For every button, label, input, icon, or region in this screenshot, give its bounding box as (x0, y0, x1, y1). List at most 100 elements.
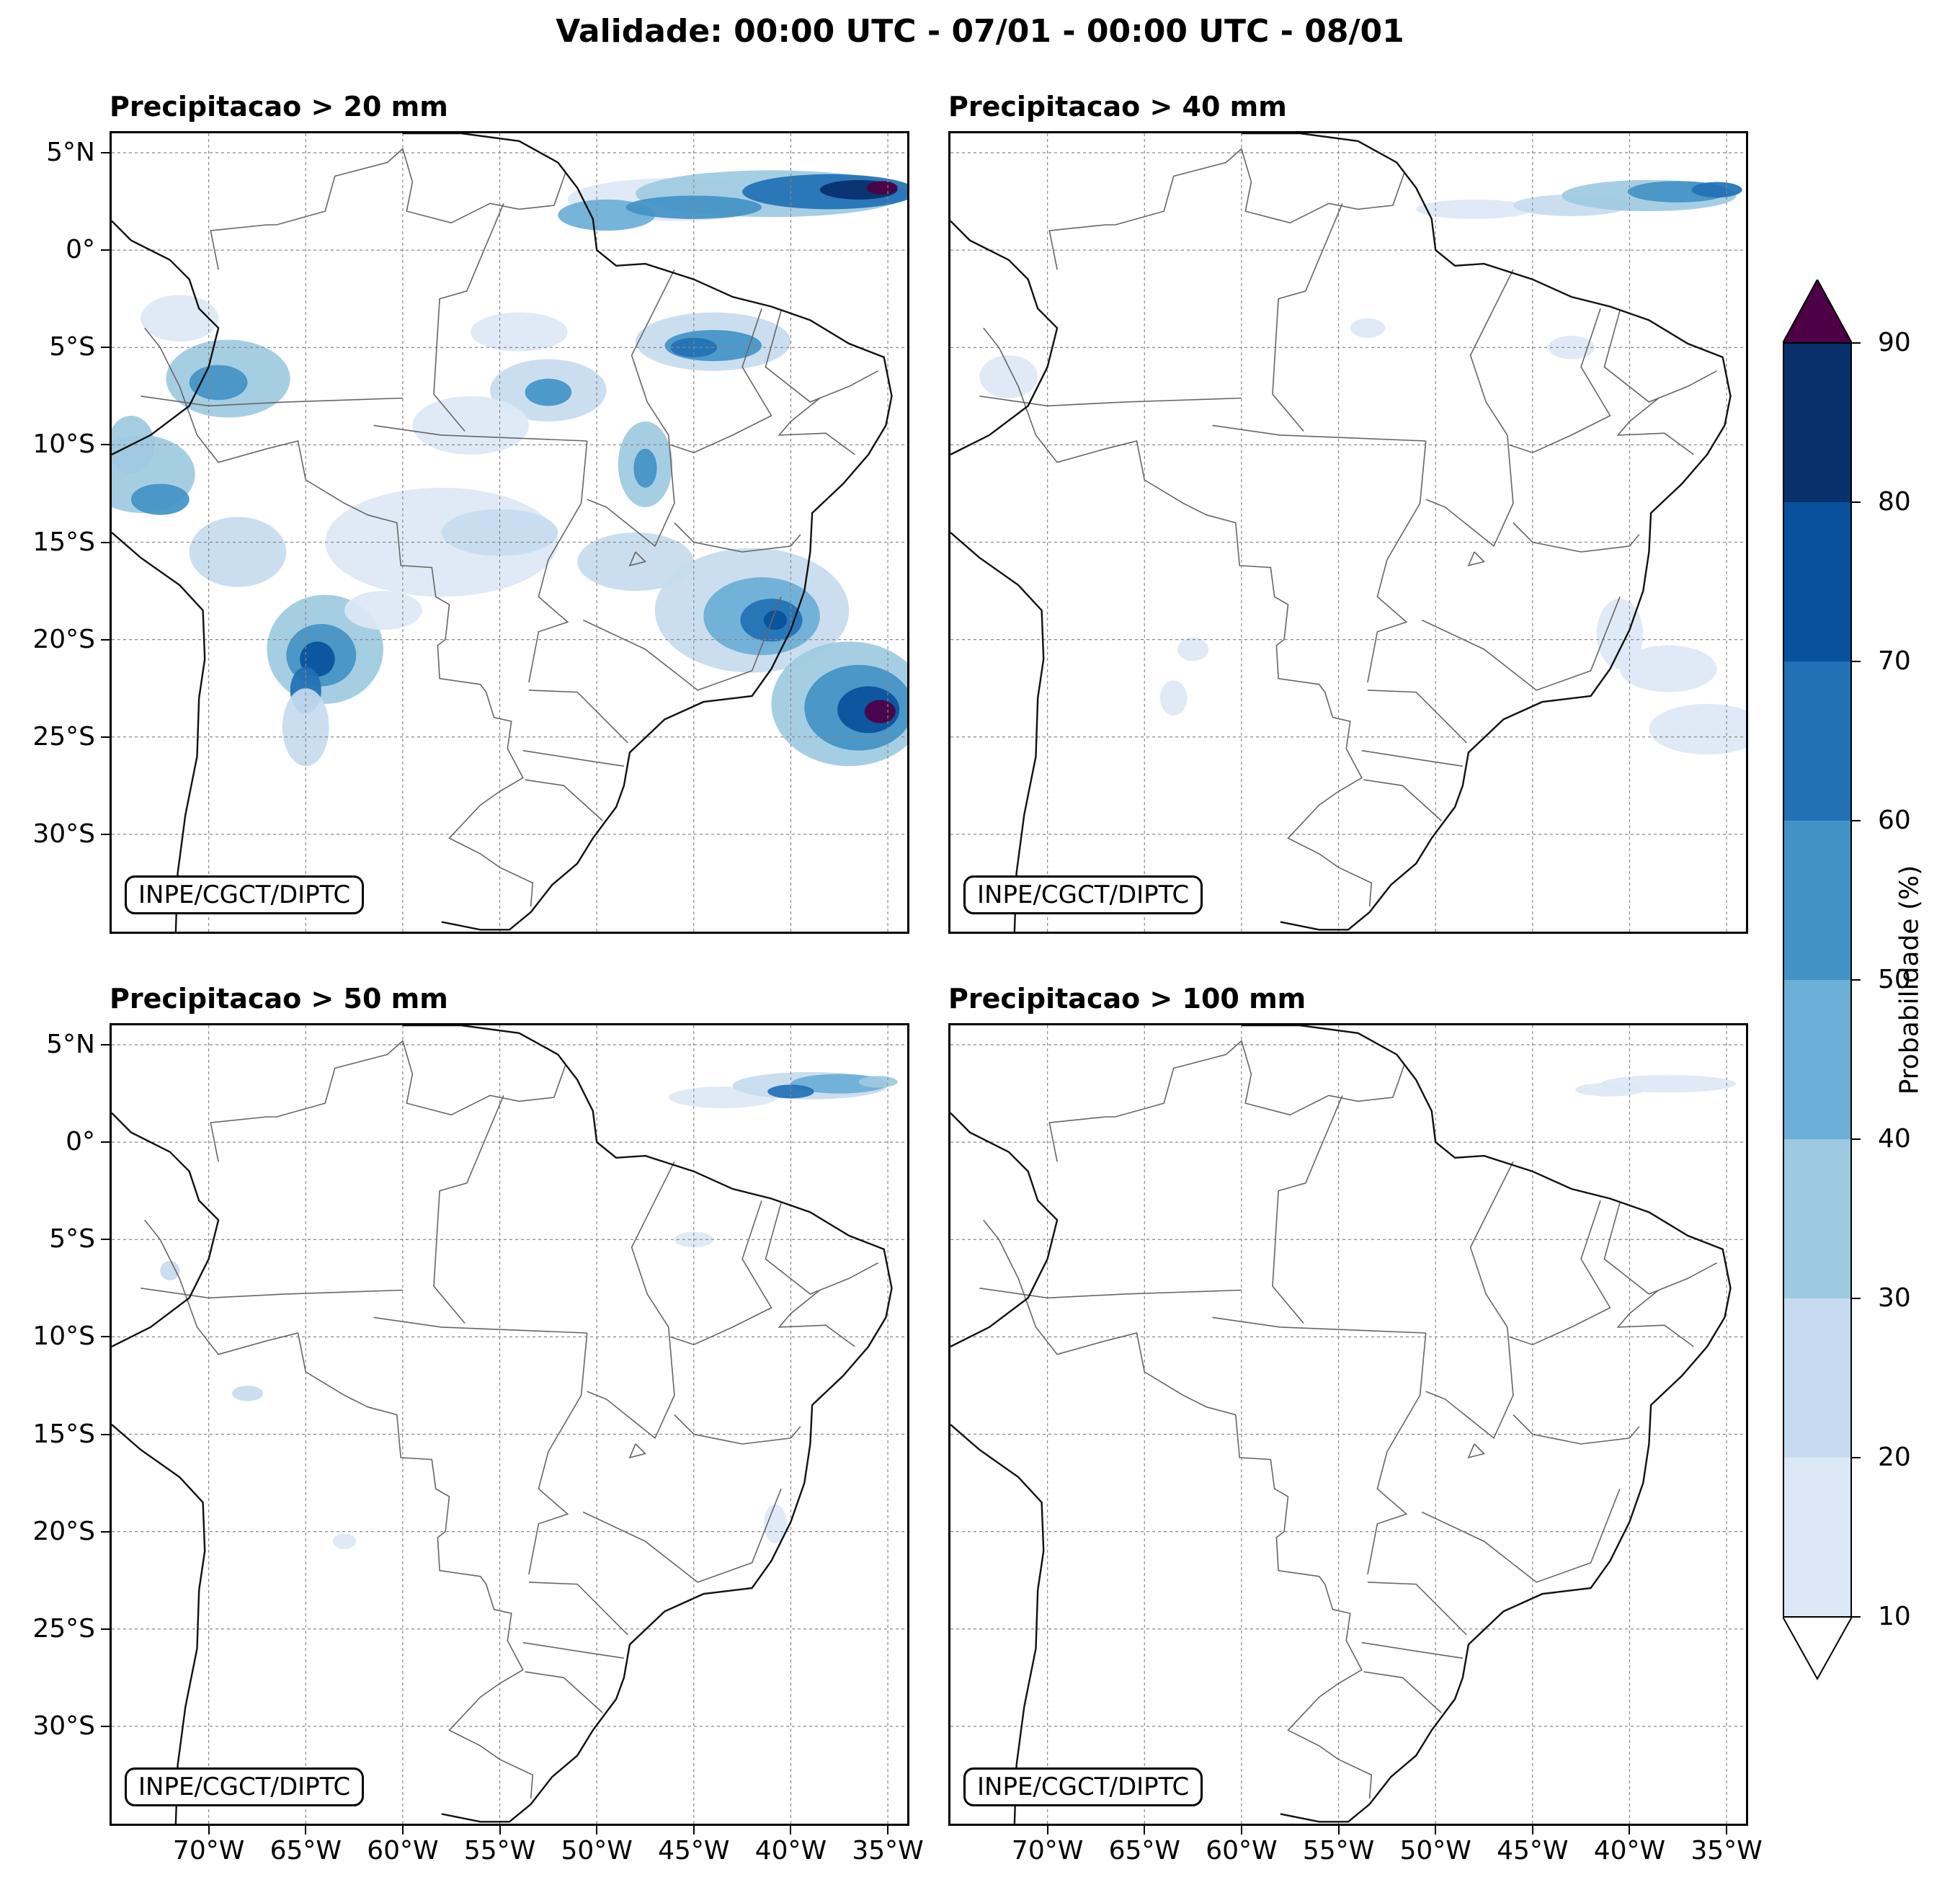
lat-tick-label: 10°S (32, 429, 95, 460)
gridlines (112, 1025, 907, 1824)
colorbar-tick-mark (1852, 661, 1861, 662)
lon-tick-mark (1531, 1826, 1533, 1834)
lat-tick-label: 15°S (32, 527, 95, 557)
map-canvas (950, 133, 1746, 932)
colorbar-tick-mark (1852, 820, 1861, 821)
colorbar-segment (1783, 980, 1852, 1139)
lon-tick-label: 55°W (1302, 1836, 1375, 1865)
colorbar-tick-mark (1852, 979, 1861, 981)
colorbar-tick-label: 20 (1878, 1443, 1911, 1472)
colorbar-segment (1783, 343, 1852, 502)
colorbar-segment (1783, 661, 1852, 821)
probability-contour (189, 365, 248, 401)
map-canvas (112, 1025, 907, 1824)
lat-tick-label: 30°S (32, 1711, 95, 1741)
lon-tick-label: 65°W (1108, 1836, 1180, 1865)
probability-contour (1177, 637, 1209, 661)
colorbar-tick-label: 40 (1878, 1124, 1911, 1154)
colorbar-extend-min (1783, 1616, 1852, 1680)
colorbar-segment (1783, 1139, 1852, 1298)
map-panel-40mm: INPE/CGCT/DIPTC (948, 131, 1748, 934)
lon-tick-mark (790, 1826, 792, 1834)
lon-tick-mark (1240, 1826, 1242, 1834)
probability-contour (858, 1076, 898, 1088)
lon-tick-label: 35°W (852, 1836, 924, 1865)
colorbar-segment (1783, 821, 1852, 980)
map-canvas (950, 1025, 1746, 1824)
panel-title-100mm: Precipitacao > 100 mm (948, 983, 1306, 1015)
colorbar-tick-label: 10 (1878, 1602, 1911, 1631)
lat-tick-mark (101, 1044, 110, 1046)
map-panel-100mm: INPE/CGCT/DIPTC (948, 1023, 1748, 1826)
probability-contour (189, 517, 287, 587)
lat-tick-label: 10°S (32, 1321, 95, 1352)
credit-box: INPE/CGCT/DIPTC (963, 1767, 1203, 1806)
lon-tick-label: 70°W (172, 1836, 245, 1865)
probability-contour (1575, 1082, 1645, 1097)
colorbar-tick-label: 60 (1878, 806, 1911, 835)
lon-tick-label: 60°W (1206, 1836, 1278, 1865)
colorbar-extend-max (1783, 280, 1852, 344)
lat-tick-label: 0° (66, 1127, 95, 1157)
probability-contour (160, 1260, 180, 1281)
lon-tick-mark (208, 1826, 210, 1834)
colorbar-tick-mark (1852, 1457, 1861, 1458)
lat-tick-label: 25°S (32, 721, 95, 752)
lat-tick-mark (101, 1628, 110, 1630)
gridlines (950, 1025, 1746, 1824)
panel-title-20mm: Precipitacao > 20 mm (110, 91, 448, 122)
colorbar-tick-mark (1852, 1298, 1861, 1299)
lon-tick-mark (1337, 1826, 1340, 1834)
probability-contour (471, 312, 568, 352)
lat-tick-mark (101, 1433, 110, 1435)
probability-contour (1548, 336, 1595, 360)
lat-tick-mark (101, 1336, 110, 1338)
probability-contour (525, 378, 572, 406)
lat-tick-mark (101, 152, 110, 154)
lat-tick-label: 5°S (49, 1224, 95, 1254)
lat-tick-mark (101, 736, 110, 738)
probability-contour (412, 396, 529, 455)
gridlines (950, 133, 1746, 932)
probability-contour (763, 1504, 788, 1543)
lon-tick-label: 40°W (1593, 1836, 1666, 1865)
probability-contour (979, 355, 1038, 398)
panel-title-40mm: Precipitacao > 40 mm (948, 91, 1287, 122)
lon-tick-label: 40°W (754, 1836, 827, 1865)
lon-tick-label: 60°W (367, 1836, 439, 1865)
colorbar-tick-mark (1852, 342, 1861, 344)
coastline (950, 133, 1732, 932)
probability-contour (864, 700, 896, 723)
lat-tick-label: 5°N (46, 138, 95, 168)
lat-tick-label: 20°S (32, 624, 95, 654)
probability-field (979, 179, 1746, 755)
state-borders (979, 148, 1717, 906)
lat-tick-label: 15°S (32, 1419, 95, 1449)
map-panel-50mm: INPE/CGCT/DIPTC (110, 1023, 909, 1826)
lon-tick-label: 45°W (658, 1836, 730, 1865)
lon-tick-label: 70°W (1011, 1836, 1084, 1865)
lon-tick-mark (499, 1826, 501, 1834)
lat-tick-label: 0° (66, 235, 95, 265)
map-panel-20mm: INPE/CGCT/DIPTC (110, 131, 909, 934)
colorbar-tick-label: 50 (1878, 965, 1911, 994)
lat-tick-mark (101, 347, 110, 349)
lat-tick-label: 5°S (49, 332, 95, 362)
coastline (112, 1025, 893, 1824)
credit-box: INPE/CGCT/DIPTC (963, 875, 1203, 914)
lat-tick-mark (101, 1239, 110, 1241)
probability-contour (141, 295, 219, 342)
lon-tick-mark (596, 1826, 598, 1834)
colorbar-tick-label: 30 (1878, 1283, 1911, 1313)
lon-tick-mark (305, 1826, 307, 1834)
colorbar-tick-mark (1852, 1138, 1861, 1140)
probability-contour (625, 195, 762, 219)
colorbar-tick-label: 80 (1878, 487, 1911, 517)
lon-tick-label: 55°W (463, 1836, 536, 1865)
credit-box: INPE/CGCT/DIPTC (125, 875, 365, 914)
lon-tick-mark (1144, 1826, 1146, 1834)
lat-tick-mark (101, 541, 110, 543)
colorbar-tick-mark (1852, 501, 1861, 503)
probability-contour (633, 448, 657, 488)
